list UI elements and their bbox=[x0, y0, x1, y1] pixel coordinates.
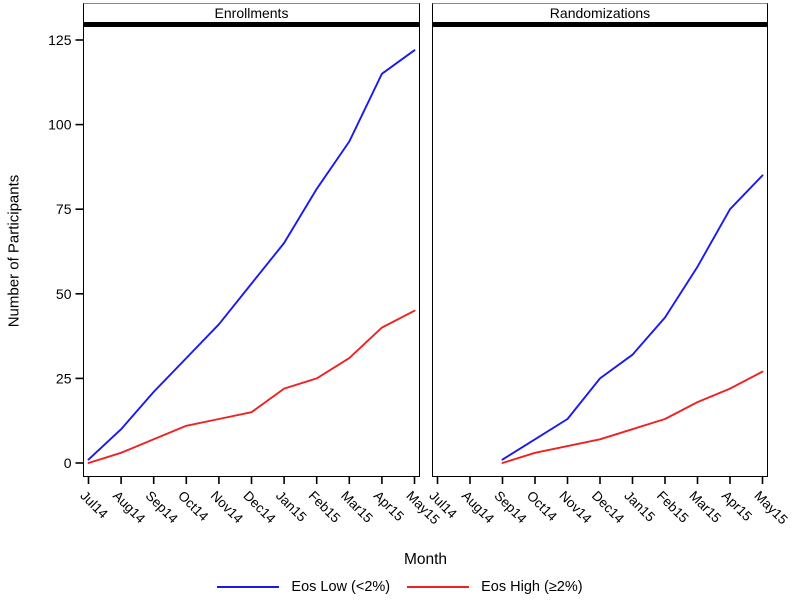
x-tick-label: Feb15 bbox=[306, 488, 344, 526]
x-tick-label: Jul14 bbox=[426, 488, 460, 522]
y-tick-label: 75 bbox=[56, 201, 72, 217]
panel-randomizations: Randomizations bbox=[432, 3, 768, 477]
legend: Eos Low (<2%) Eos High (≥2%) bbox=[0, 576, 800, 598]
x-tick-label: Apr15 bbox=[371, 488, 407, 524]
x-tick-label: May15 bbox=[751, 488, 790, 527]
x-tick-label: Mar15 bbox=[338, 488, 376, 526]
x-tick-label: Oct14 bbox=[175, 488, 211, 524]
y-tick-label: 50 bbox=[56, 286, 72, 302]
legend-label-eos-high: Eos High (≥2%) bbox=[481, 579, 583, 595]
x-tick-label: Oct14 bbox=[524, 488, 560, 524]
panel-randomizations-title: Randomizations bbox=[549, 5, 651, 21]
panel-enrollments-plot-area bbox=[83, 26, 420, 477]
legend-label-eos-low: Eos Low (<2%) bbox=[291, 579, 391, 595]
x-tick-label: Feb15 bbox=[654, 488, 692, 526]
x-tick-label: Aug14 bbox=[110, 488, 149, 527]
x-tick-label: Dec14 bbox=[589, 488, 628, 527]
x-tick-label: Apr15 bbox=[719, 488, 755, 524]
legend-line-swatch-eos-high bbox=[407, 586, 470, 588]
x-tick-label: Sep14 bbox=[143, 488, 182, 527]
x-tick-label: Nov14 bbox=[556, 488, 595, 527]
panel-enrollments: Enrollments bbox=[83, 3, 420, 477]
y-tick-label: 25 bbox=[56, 370, 72, 386]
legend-line-swatch-eos-low bbox=[217, 586, 280, 588]
y-tick-label: 125 bbox=[48, 32, 72, 48]
x-tick-label: Jan15 bbox=[621, 488, 658, 525]
y-tick-label: 0 bbox=[64, 455, 72, 471]
legend-item-eos-high: Eos High (≥2%) bbox=[407, 579, 583, 595]
x-tick-label: Jul14 bbox=[77, 488, 111, 522]
x-tick-label: May15 bbox=[403, 488, 442, 527]
panel-enrollments-header: Enrollments bbox=[83, 3, 420, 23]
x-axis-title: Month bbox=[403, 551, 448, 568]
panel-enrollments-header-divider bbox=[83, 23, 420, 26]
y-tick-label: 100 bbox=[48, 117, 72, 133]
panel-enrollments-title: Enrollments bbox=[214, 5, 289, 21]
x-tick-label: Jan15 bbox=[273, 488, 310, 525]
panel-randomizations-plot-area bbox=[432, 26, 768, 477]
legend-item-eos-low: Eos Low (<2%) bbox=[217, 579, 390, 595]
panel-randomizations-header: Randomizations bbox=[432, 3, 768, 23]
y-axis-title: Number of Participants bbox=[5, 174, 23, 328]
panel-randomizations-header-divider bbox=[432, 23, 768, 26]
x-tick-label: Nov14 bbox=[208, 488, 247, 527]
x-tick-label: Aug14 bbox=[459, 488, 498, 527]
x-tick-label: Mar15 bbox=[686, 488, 724, 526]
x-tick-label: Sep14 bbox=[491, 488, 530, 527]
x-tick-label: Dec14 bbox=[240, 488, 279, 527]
